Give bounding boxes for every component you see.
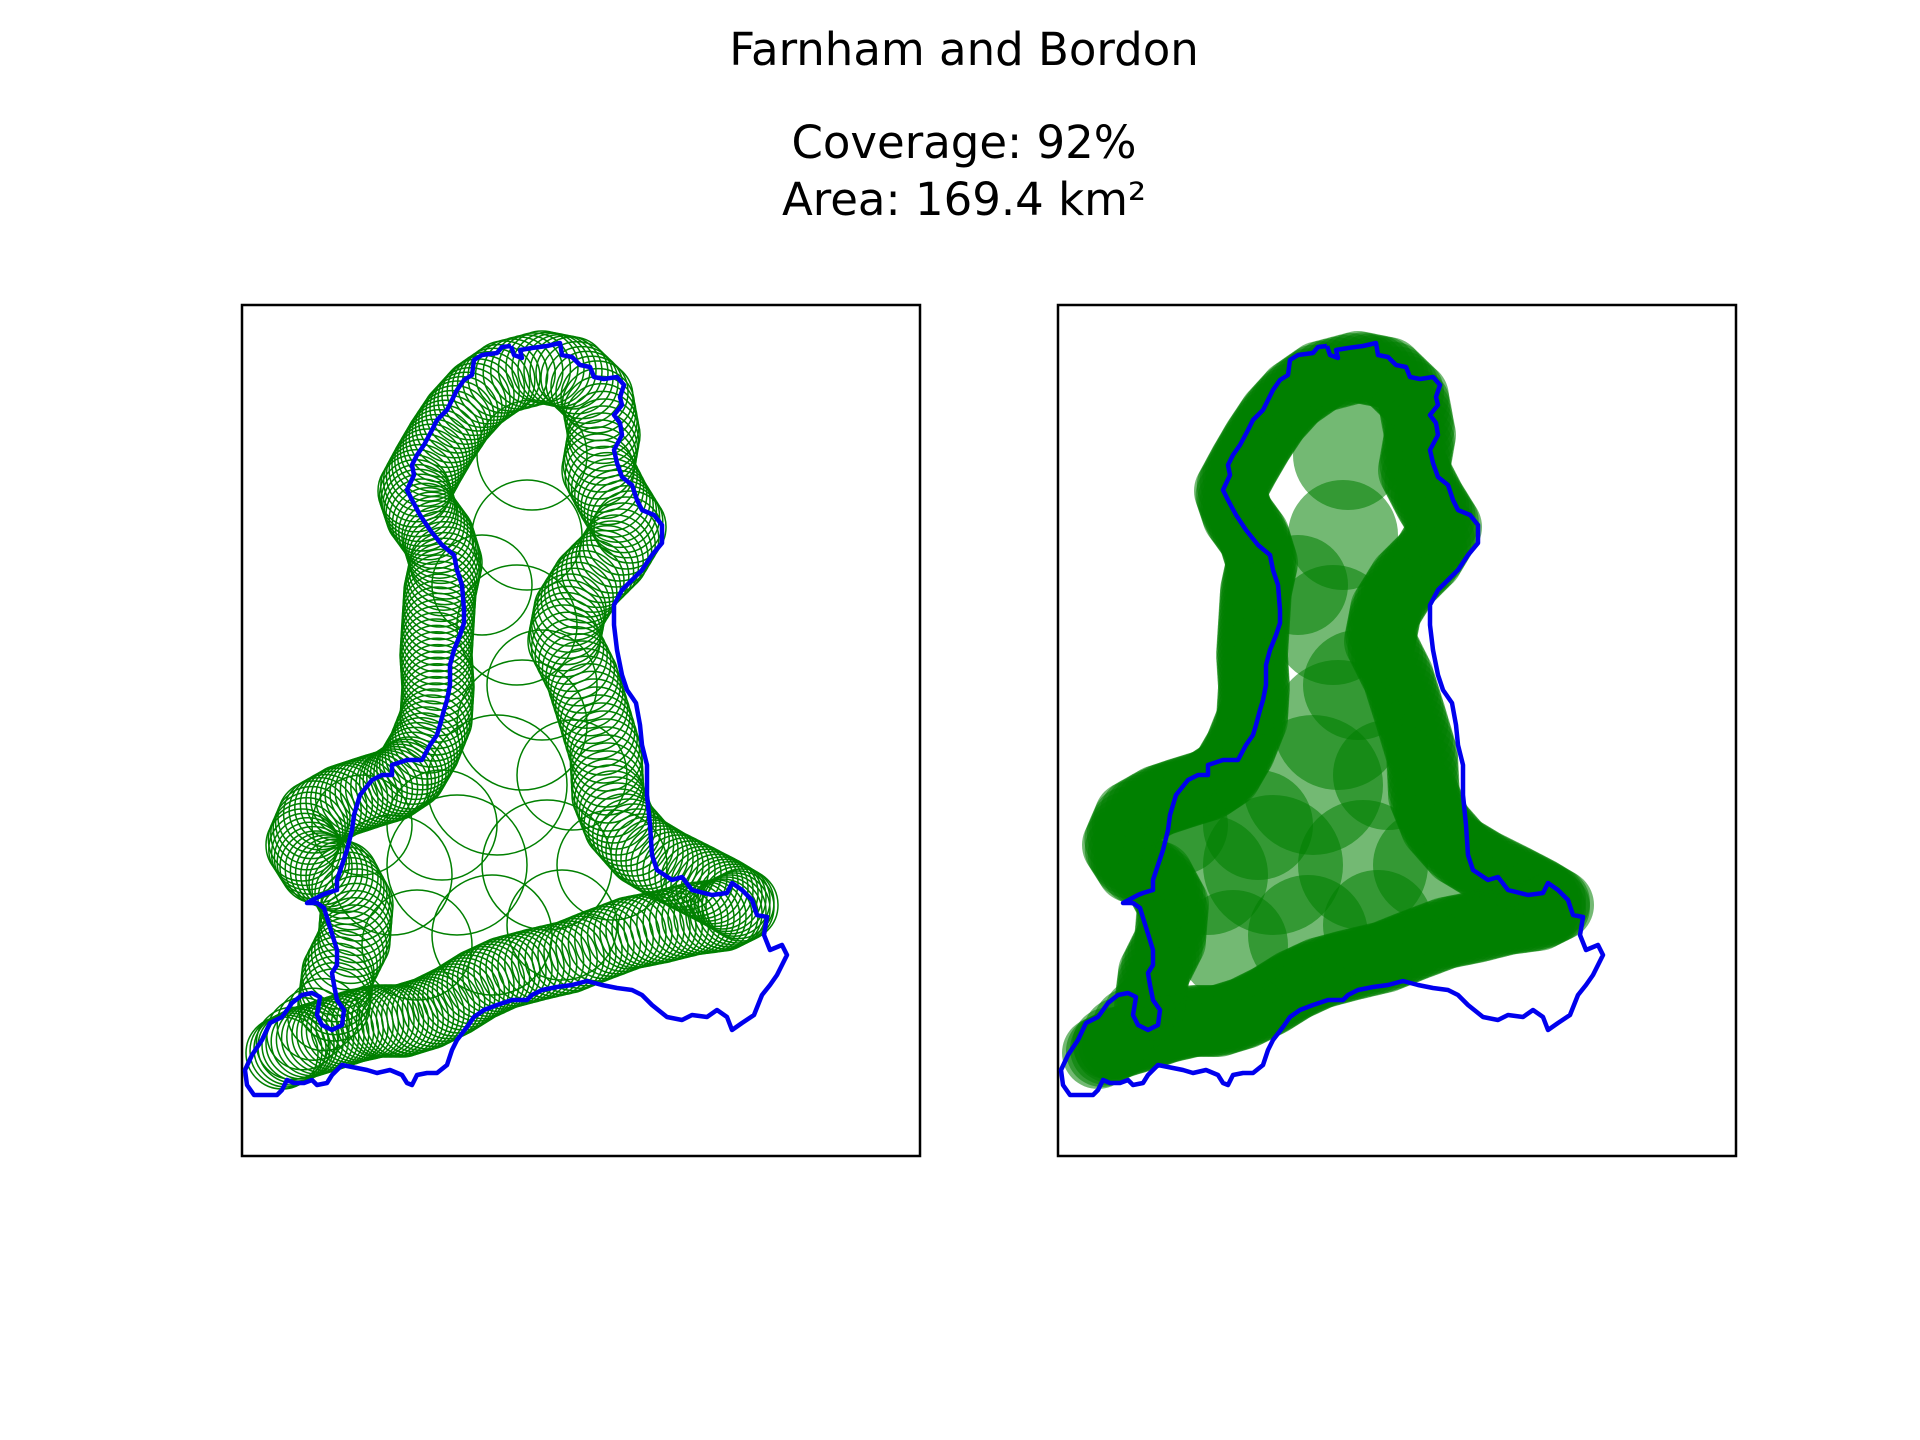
coverage-circle xyxy=(497,332,572,406)
coverage-circle xyxy=(476,399,588,511)
coverage-circle xyxy=(701,870,775,944)
coverage-circle xyxy=(592,798,666,872)
coverage-circle xyxy=(583,788,657,862)
district-boundary xyxy=(242,340,790,1098)
coverage-circle xyxy=(456,564,578,686)
coverage-circle xyxy=(577,464,651,538)
coverage-circle xyxy=(391,428,465,502)
coverage-circle xyxy=(1293,400,1403,510)
coverage-circle xyxy=(685,856,759,930)
coverage-circles xyxy=(245,330,779,1090)
coverage-circle xyxy=(394,491,469,565)
coverage-circle xyxy=(431,534,533,636)
coverage-circle xyxy=(490,334,564,408)
coverage-stat: Coverage: 92% xyxy=(791,116,1136,169)
coverage-circle xyxy=(1323,870,1433,980)
coverage-circle xyxy=(392,700,466,774)
coverage-circle xyxy=(385,478,459,552)
coverage-circle xyxy=(401,971,476,1045)
coverage-circle xyxy=(366,741,440,815)
coverage-circle xyxy=(358,745,433,820)
coverage-circle xyxy=(486,629,598,741)
coverage-circle xyxy=(534,618,608,693)
area-stat: Area: 169.4 km² xyxy=(782,173,1146,226)
coverage-circle xyxy=(570,451,645,526)
coverage-circle xyxy=(394,423,468,497)
coverage-circle xyxy=(362,743,436,817)
coverage-circle xyxy=(408,531,482,606)
coverage-circle xyxy=(561,433,635,507)
coverage-circle xyxy=(289,834,364,908)
coverage-circle xyxy=(315,990,389,1064)
coverage-circle xyxy=(570,525,644,599)
coverage-circle xyxy=(451,351,526,425)
filled-coverage-map xyxy=(1056,303,1738,1158)
coverage-circle xyxy=(636,887,710,961)
coverage-circle xyxy=(272,791,346,865)
coverage-circle xyxy=(288,773,362,848)
coverage-circle xyxy=(551,544,625,618)
coverage-circle xyxy=(543,915,617,989)
coverage-circle xyxy=(305,764,379,838)
coverage-circle xyxy=(270,1004,344,1079)
coverage-circle xyxy=(560,534,635,609)
coverage-circle xyxy=(268,812,342,887)
coverage-circle xyxy=(564,702,638,776)
coverage-circle xyxy=(255,1006,330,1081)
coverage-circle xyxy=(411,394,486,469)
coverage-circle xyxy=(1314,333,1387,405)
coverage-circle xyxy=(384,717,458,791)
coverage-circle xyxy=(311,774,413,876)
coverage-circle xyxy=(566,710,641,784)
coverage-circle xyxy=(418,385,492,459)
coverage-circle xyxy=(481,799,613,931)
coverage-circle xyxy=(383,473,458,547)
coverage-circle xyxy=(1333,720,1443,830)
coverage-circle xyxy=(554,670,629,745)
coverage-circle xyxy=(1303,630,1413,740)
coverage-circle xyxy=(286,977,361,1052)
coverage-circle xyxy=(331,814,453,936)
coverage-circle xyxy=(544,555,618,630)
coverage-circle xyxy=(385,438,460,513)
coverage-circle xyxy=(456,659,588,791)
coverage-circle xyxy=(386,769,498,881)
coverage-circle xyxy=(380,463,454,538)
coverage-circle xyxy=(441,948,515,1022)
figure-title: Farnham and Bordon xyxy=(729,23,1199,76)
coverage-circle xyxy=(1128,775,1228,875)
coverage-circle xyxy=(277,780,351,854)
coverage-circle xyxy=(361,889,473,1001)
coverage-circle xyxy=(593,490,667,564)
coverage-circle xyxy=(586,898,661,973)
coverage-circle xyxy=(294,836,369,910)
coverage-circle xyxy=(578,776,652,850)
coverage-circle xyxy=(274,785,349,860)
coverage-circle xyxy=(378,726,453,801)
coverage-circle xyxy=(471,479,583,591)
outline-coverage-map xyxy=(240,303,922,1158)
coverage-circle xyxy=(557,678,631,752)
coverage-circle xyxy=(405,404,479,478)
coverage-circle xyxy=(552,663,626,737)
coverage-circle xyxy=(426,714,568,856)
coverage-circle xyxy=(436,951,510,1025)
coverage-circle xyxy=(506,869,618,981)
coverage-circle xyxy=(516,719,628,831)
coverage-circle xyxy=(556,809,668,921)
coverage-circle xyxy=(431,874,553,996)
coverage-circle xyxy=(1203,770,1313,880)
coverage-circle xyxy=(301,936,375,1010)
coverage-circle xyxy=(408,399,482,473)
coverage-circle xyxy=(388,433,462,507)
district-boundary xyxy=(1058,340,1606,1098)
coverage-circle xyxy=(567,445,642,520)
coverage-circle xyxy=(433,367,507,441)
coverage-circle xyxy=(386,794,528,936)
